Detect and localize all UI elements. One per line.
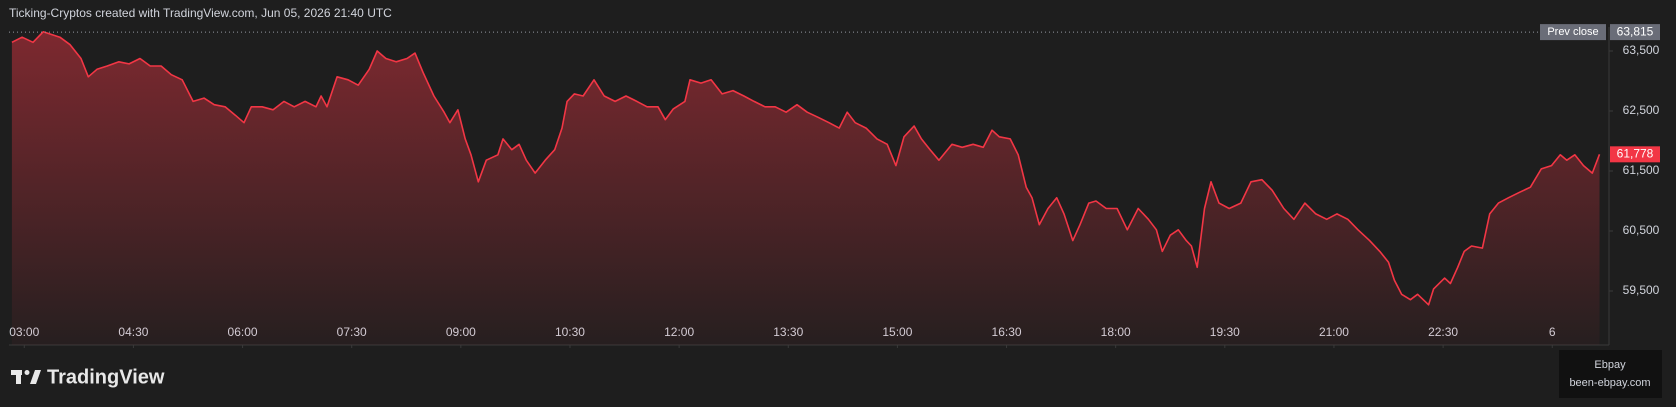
- y-tick-label: 63,500: [1623, 43, 1660, 57]
- y-tick-label: 59,500: [1623, 283, 1660, 297]
- watermark-box: [1559, 350, 1662, 398]
- brand: TradingView: [47, 366, 165, 388]
- prev-close-label: Prev close: [1547, 26, 1598, 38]
- last-price-label: 61,778: [1617, 146, 1654, 160]
- area-fill: [11, 31, 1600, 346]
- prev-close-badge: [1540, 24, 1606, 41]
- last-price-badge: [1610, 146, 1660, 163]
- y-tick-label: 60,500: [1623, 223, 1660, 237]
- watermark-name: Ebpay: [1594, 359, 1626, 371]
- prev-close-value: 63,815: [1617, 24, 1654, 38]
- brand-logo: [11, 370, 41, 384]
- header: Ticking-Cryptos created with TradingView…: [9, 6, 392, 20]
- prev-close-value-badge: [1610, 24, 1660, 41]
- y-tick-label: 61,500: [1623, 163, 1660, 177]
- price-line: [11, 31, 1601, 306]
- watermark-site: been-ebpay.com: [1569, 377, 1650, 389]
- y-tick-label: 62,500: [1623, 103, 1660, 117]
